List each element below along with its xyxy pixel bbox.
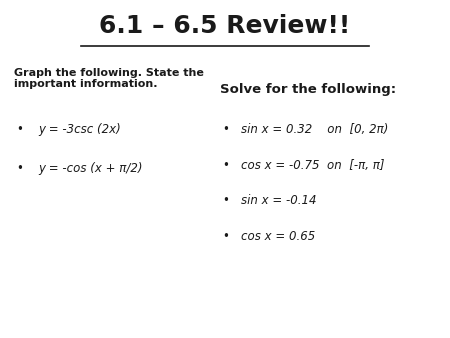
Text: sin x = 0.32    on  [0, 2π): sin x = 0.32 on [0, 2π): [241, 123, 388, 136]
Text: •: •: [223, 230, 230, 243]
Text: Graph the following. State the
important information.: Graph the following. State the important…: [14, 68, 203, 89]
Text: •: •: [223, 194, 230, 207]
Text: •: •: [223, 159, 230, 172]
Text: cos x = 0.65: cos x = 0.65: [241, 230, 315, 243]
Text: Solve for the following:: Solve for the following:: [220, 83, 396, 96]
Text: sin x = -0.14: sin x = -0.14: [241, 194, 316, 207]
Text: •: •: [16, 123, 22, 136]
Text: cos x = -0.75  on  [-π, π]: cos x = -0.75 on [-π, π]: [241, 159, 384, 172]
Text: •: •: [223, 123, 230, 136]
Text: •: •: [16, 162, 22, 175]
Text: 6.1 – 6.5 Review!!: 6.1 – 6.5 Review!!: [99, 14, 351, 38]
Text: y = -3csc (2x): y = -3csc (2x): [38, 123, 121, 136]
Text: y = -cos (x + π/2): y = -cos (x + π/2): [38, 162, 143, 175]
